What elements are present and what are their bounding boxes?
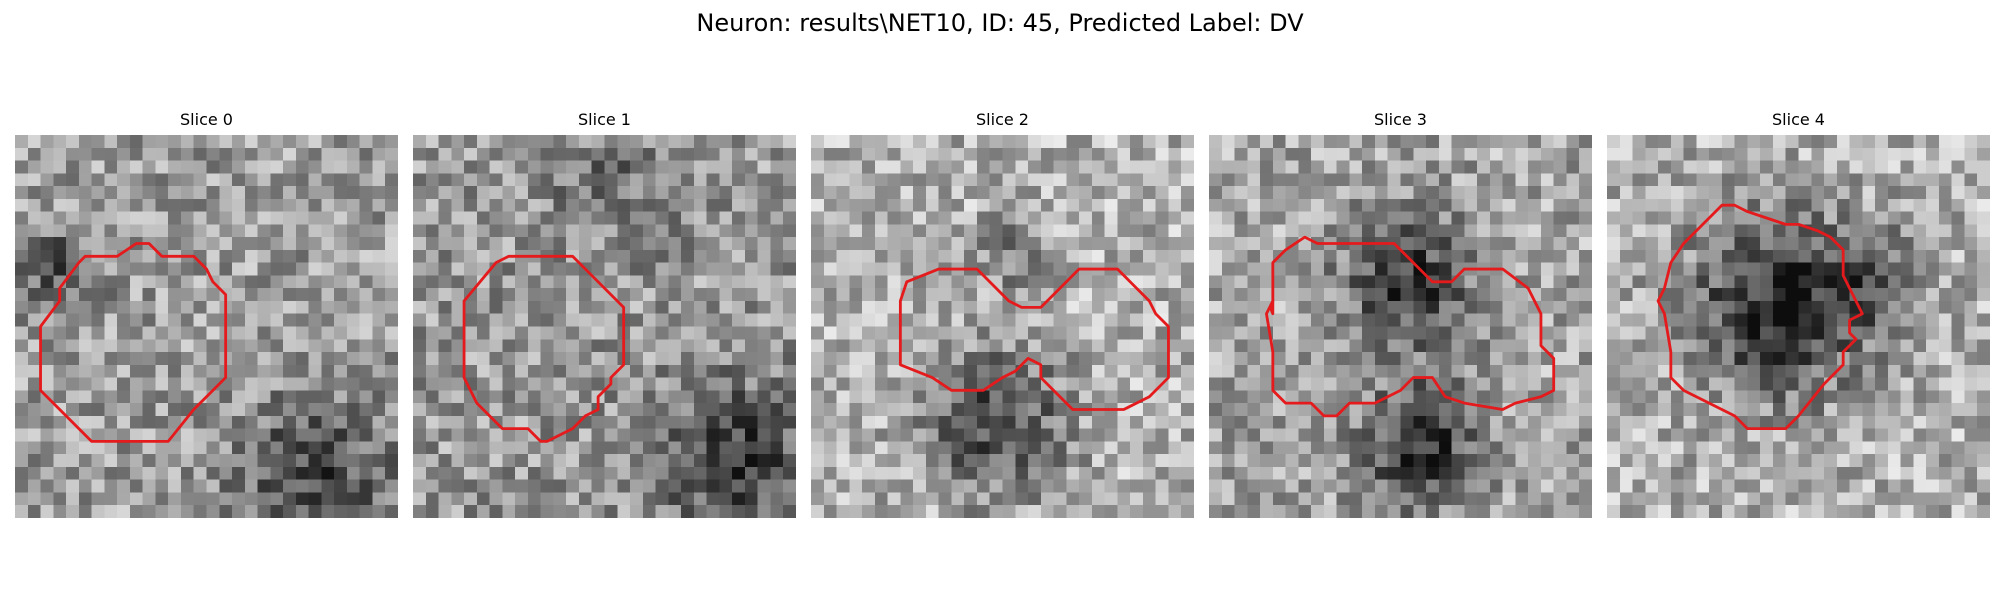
slice-image: [15, 135, 398, 518]
roi-contour: [1265, 235, 1556, 418]
slice-image: [811, 135, 1194, 518]
slice-image: [1209, 135, 1592, 518]
slice-panel-0: Slice 0: [15, 110, 398, 518]
roi-contour: [1656, 203, 1864, 431]
slice-title: Slice 3: [1374, 110, 1427, 129]
slice-image: [413, 135, 796, 518]
slice-title: Slice 0: [180, 110, 233, 129]
slice-panel-3: Slice 3: [1209, 110, 1592, 518]
slice-panel-1: Slice 1: [413, 110, 796, 518]
roi-contour: [39, 242, 228, 443]
slice-panel-4: Slice 4: [1607, 110, 1990, 518]
slice-image: [1607, 135, 1990, 518]
slice-title: Slice 1: [578, 110, 631, 129]
roi-contour: [898, 267, 1170, 411]
figure-title: Neuron: results\NET10, ID: 45, Predicted…: [696, 9, 1304, 37]
roi-contour: [462, 254, 626, 443]
slice-panel-2: Slice 2: [811, 110, 1194, 518]
slice-title: Slice 2: [976, 110, 1029, 129]
slice-title: Slice 4: [1772, 110, 1825, 129]
